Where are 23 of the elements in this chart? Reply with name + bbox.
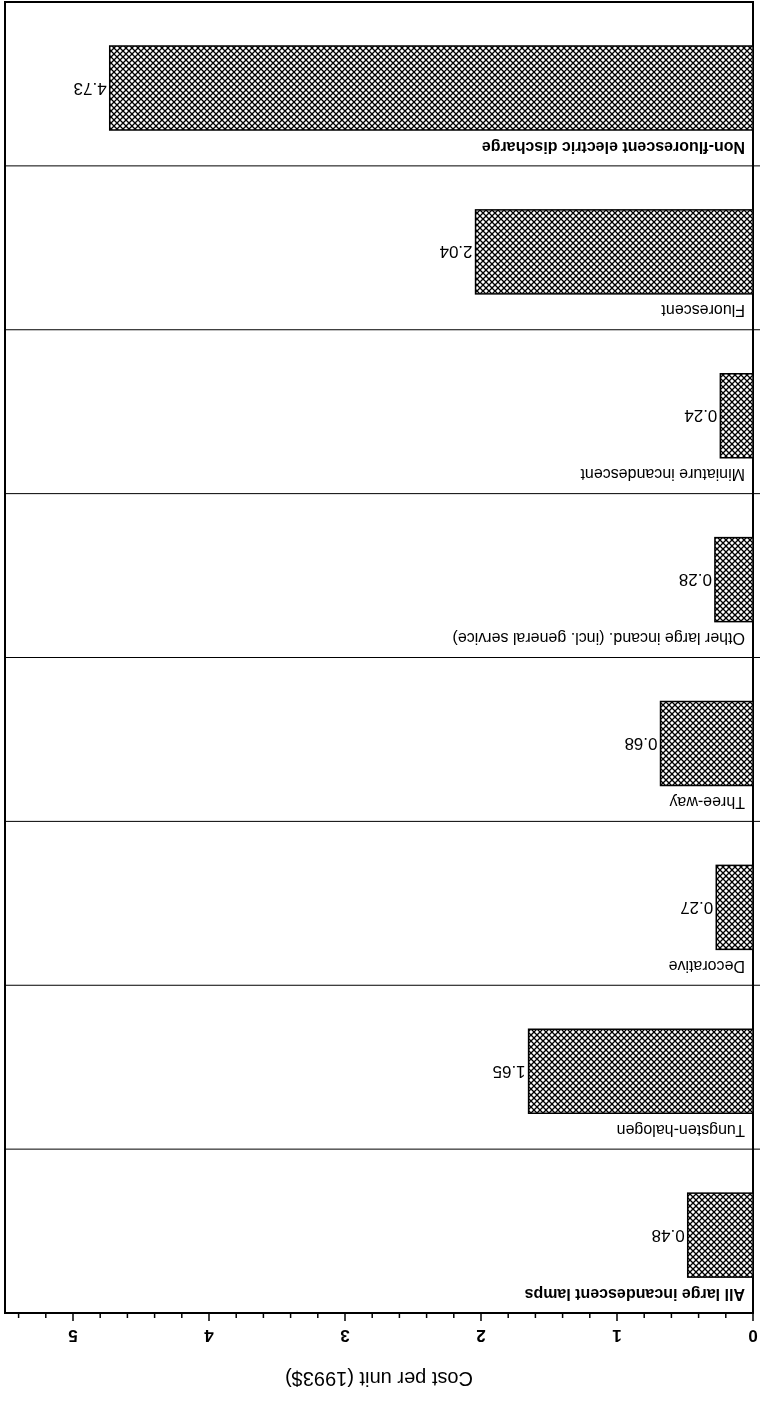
- data-label: 0.68: [624, 734, 658, 753]
- y-tick-label: All large incandescent lamps: [524, 1285, 745, 1303]
- x-tick-label: 3: [340, 1325, 350, 1345]
- data-label: 2.04: [439, 242, 473, 262]
- x-tick-label: 1: [612, 1325, 622, 1345]
- data-label: 0.24: [684, 406, 718, 426]
- y-tick-label: Decorative: [668, 957, 745, 975]
- x-tick-label: 5: [68, 1325, 78, 1345]
- x-tick-label: 4: [203, 1325, 214, 1345]
- y-tick-label: Non-fluorescent electric discharge: [481, 138, 745, 156]
- y-tick-label: Three-way: [669, 794, 745, 811]
- data-label: 4.73: [73, 78, 107, 98]
- y-tick-label: Other large incand. (incl. general service): [452, 630, 745, 648]
- data-label: 0.27: [680, 897, 714, 917]
- y-tick-label: Tungsten-halogen: [616, 1121, 745, 1139]
- data-label: 0.48: [651, 1225, 685, 1245]
- x-tick-label: 0: [748, 1325, 758, 1345]
- x-axis-title: Cost per unit (1993$): [285, 1368, 473, 1390]
- y-tick-label: Miniature incandescent: [579, 466, 745, 484]
- x-tick-label: 2: [476, 1325, 486, 1345]
- data-label: 0.28: [678, 570, 712, 590]
- y-tick-label: Fluorescent: [660, 302, 745, 320]
- data-label: 1.65: [492, 1061, 526, 1081]
